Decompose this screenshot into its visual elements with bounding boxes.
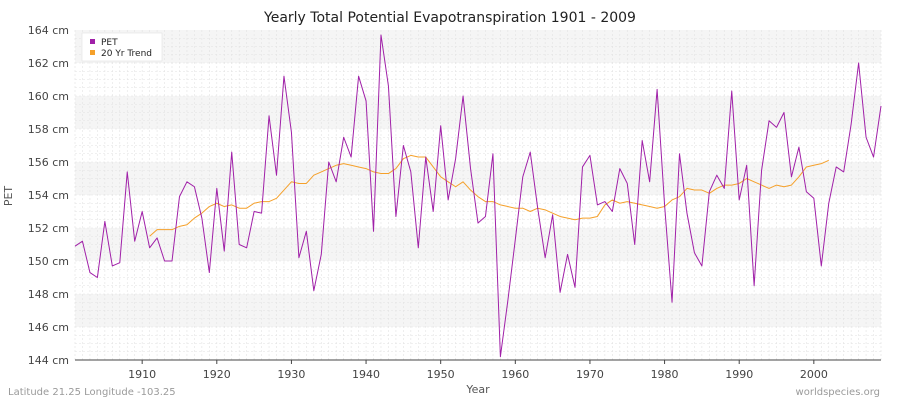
x-tick-label: 1950 <box>427 368 455 381</box>
y-tick-label: 162 cm <box>28 57 69 70</box>
y-tick-label: 160 cm <box>28 90 69 103</box>
x-tick-label: 1980 <box>651 368 679 381</box>
y-tick-label: 152 cm <box>28 222 69 235</box>
footer-location: Latitude 21.25 Longitude -103.25 <box>8 387 176 398</box>
pet-series <box>74 34 882 358</box>
chart-title: Yearly Total Potential Evapotranspiratio… <box>263 10 636 26</box>
legend-label-pet: PET <box>101 38 118 48</box>
y-tick-label: 164 cm <box>28 24 69 37</box>
y-tick-label: 156 cm <box>28 156 69 169</box>
legend-box <box>81 32 163 62</box>
y-tick-label: 148 cm <box>28 288 69 301</box>
x-tick-label: 1910 <box>128 368 156 381</box>
legend-swatch-trend <box>90 50 95 55</box>
y-axis-label: PET <box>2 186 15 207</box>
x-tick-label: 1990 <box>725 368 753 381</box>
x-tick-label: 1970 <box>576 368 604 381</box>
x-tick-label: 1920 <box>203 368 231 381</box>
x-tick-label: 2000 <box>800 368 828 381</box>
legend-label-trend: 20 Yr Trend <box>101 49 152 59</box>
y-tick-label: 150 cm <box>28 255 69 268</box>
x-axis-ticks: 1910 1920 1930 1940 1950 1960 1970 1980 1990 2000 <box>128 360 828 381</box>
y-tick-label: 146 cm <box>28 321 69 334</box>
x-tick-label: 1940 <box>352 368 380 381</box>
y-tick-label: 158 cm <box>28 123 69 136</box>
y-tick-label: 144 cm <box>28 354 69 367</box>
x-tick-label: 1960 <box>501 368 529 381</box>
x-axis-label: Year <box>465 383 490 396</box>
pet-line <box>74 34 882 358</box>
y-tick-label: 154 cm <box>28 189 69 202</box>
footer-source: worldspecies.org <box>796 387 880 398</box>
x-tick-label: 1930 <box>277 368 305 381</box>
legend: PET 20 Yr Trend <box>81 32 163 62</box>
legend-swatch-pet <box>90 39 95 44</box>
y-axis-ticks: 144 cm 146 cm 148 cm 150 cm 152 cm 154 cm 156 … <box>28 24 69 367</box>
